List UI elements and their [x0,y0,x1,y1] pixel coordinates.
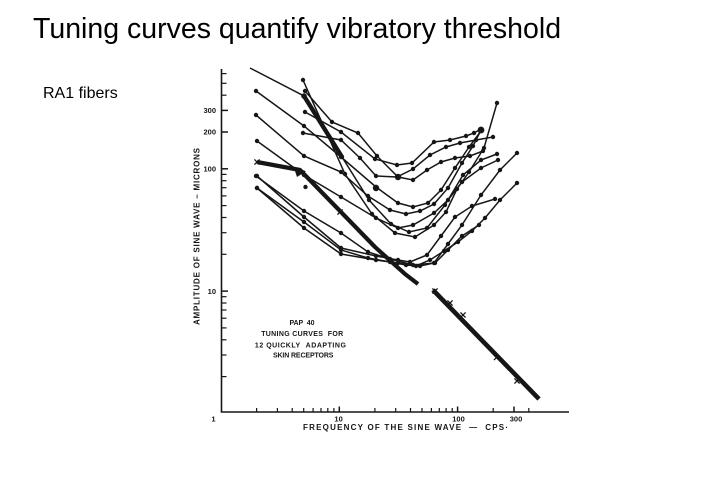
svg-text:FREQUENCY OF THE SINE WAVE —: FREQUENCY OF THE SINE WAVE — CPS· [303,423,508,432]
svg-text:AMPLITUDE OF SINE WAVE – MICRO: AMPLITUDE OF SINE WAVE – MICRONS [192,147,201,325]
svg-text:SKIN RECEPTORS: SKIN RECEPTORS [273,352,334,359]
svg-text:200: 200 [203,128,216,137]
svg-text:PAP 40: PAP 40 [290,320,315,327]
svg-text:12 QUICKLY ADAPTING: 12 QUICKLY ADAPTING [255,342,347,349]
svg-text:300: 300 [510,414,523,423]
svg-text:100: 100 [203,164,216,173]
svg-text:1: 1 [211,414,215,423]
svg-text:300: 300 [203,106,216,115]
svg-text:100: 100 [452,414,465,423]
svg-text:10: 10 [334,414,342,423]
svg-text:TUNING CURVES FOR: TUNING CURVES FOR [261,331,343,338]
svg-text:10: 10 [208,287,216,296]
